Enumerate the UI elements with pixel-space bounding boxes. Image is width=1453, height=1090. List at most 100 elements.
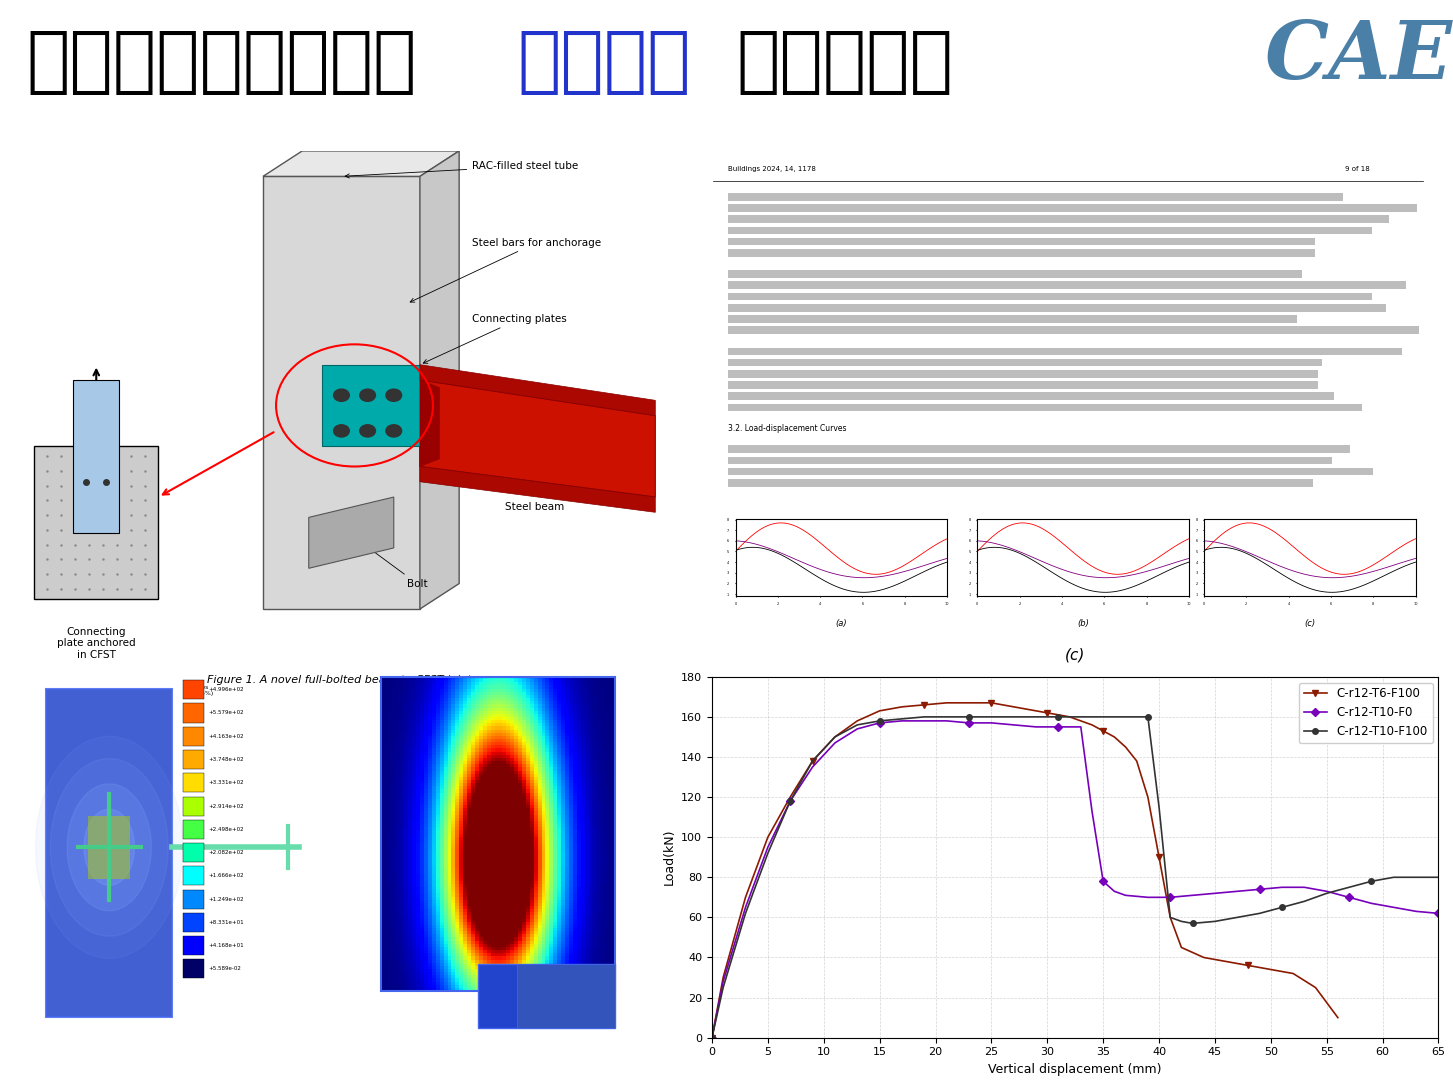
Bar	[728, 392, 1334, 400]
Text: (a): (a)	[835, 619, 847, 628]
C-r12-T10-F100	[1139, 711, 1157, 724]
Bar	[728, 803, 1334, 811]
Text: +1.666e+02: +1.666e+02	[208, 873, 244, 879]
C-r12-T10-F100	[1430, 871, 1447, 884]
Text: 有限元分析: 有限元分析	[737, 28, 953, 97]
C-r12-T10-F100	[1206, 915, 1223, 928]
C-r12-T10-F100	[715, 981, 732, 994]
C-r12-T10-F100	[737, 907, 754, 920]
Y-axis label: Load(kN): Load(kN)	[663, 829, 676, 885]
Bar	[728, 446, 1350, 453]
Bar	[728, 304, 1386, 312]
Bar	[728, 828, 1264, 836]
C-r12-T6-F100	[758, 831, 776, 844]
Bar	[728, 739, 1300, 748]
Text: fb   Abaqus/Explicit 2020   Sun Jul 07 12:17:17 GMT+08:00 2024: fb Abaqus/Explicit 2020 Sun Jul 07 12:17…	[7, 1064, 344, 1075]
C-r12-T6-F100	[994, 699, 1011, 712]
C-r12-T10-F0	[849, 723, 866, 736]
C-r12-T6-F100	[1306, 981, 1324, 994]
C-r12-T10-F0	[1084, 804, 1101, 818]
Polygon shape	[420, 380, 439, 467]
C-r12-T6-F100	[915, 699, 933, 712]
C-r12-T10-F0	[939, 714, 956, 727]
Circle shape	[334, 425, 349, 437]
Polygon shape	[420, 150, 459, 609]
Bar	[183, 750, 203, 770]
C-r12-T10-F0	[1430, 907, 1447, 920]
Text: +2.498e+02: +2.498e+02	[208, 827, 244, 832]
Bar	[728, 227, 1372, 234]
C-r12-T10-F100	[1296, 895, 1314, 908]
C-r12-T6-F100	[1284, 967, 1302, 980]
C-r12-T10-F0	[1072, 720, 1090, 734]
Bar	[728, 326, 1420, 334]
Bar	[728, 816, 1347, 824]
C-r12-T10-F100	[1094, 711, 1112, 724]
Bar	[728, 790, 1287, 798]
Polygon shape	[46, 689, 173, 1017]
C-r12-T10-F100	[758, 847, 776, 860]
C-r12-T10-F0	[1251, 883, 1268, 896]
C-r12-T6-F100	[703, 1031, 721, 1044]
C-r12-T10-F100	[703, 1031, 721, 1044]
C-r12-T10-F100	[870, 714, 888, 727]
Bar	[728, 270, 1302, 278]
C-r12-T10-F0	[960, 716, 978, 729]
C-r12-T6-F100	[1139, 790, 1157, 803]
C-r12-T6-F100	[1151, 850, 1168, 863]
C-r12-T10-F0	[1005, 718, 1023, 731]
C-r12-T6-F100	[870, 704, 888, 717]
C-r12-T6-F100	[1263, 962, 1280, 976]
C-r12-T10-F100	[1049, 711, 1067, 724]
Bar	[728, 249, 1315, 256]
Bar	[183, 727, 203, 746]
Bar	[728, 403, 1361, 411]
Bar	[728, 315, 1298, 323]
C-r12-T6-F100	[1061, 711, 1078, 724]
Text: Figure 1. A novel full-bolted beam-to-CFST joint.: Figure 1. A novel full-bolted beam-to-CF…	[208, 675, 475, 686]
C-r12-T10-F0	[1161, 891, 1178, 904]
Text: Steel bars for anchorage: Steel bars for anchorage	[410, 238, 602, 302]
Bar	[183, 936, 203, 955]
Text: Figure 9. Load-displacement curves of tested specimens: (a) Plates with one hole: Figure 9. Load-displacement curves of te…	[728, 677, 995, 682]
Text: with two holes (A2), (c) plates with 30 rope notches, (d) plates with 80 rope no: with two holes (A2), (c) plates with 30 …	[728, 695, 1003, 700]
C-r12-T10-F100	[1117, 711, 1135, 724]
Bar	[728, 468, 1373, 475]
C-r12-T6-F100	[1049, 708, 1067, 722]
C-r12-T10-F100	[1173, 915, 1190, 928]
C-r12-T6-F100	[782, 790, 799, 803]
Text: 钢管混凝土柱穿插筋: 钢管混凝土柱穿插筋	[26, 28, 417, 97]
Text: (c): (c)	[1305, 619, 1315, 628]
C-r12-T10-F100	[960, 711, 978, 724]
Bar	[728, 479, 1312, 486]
Bar	[183, 820, 203, 839]
C-r12-T6-F100	[827, 730, 844, 743]
Bar	[183, 773, 203, 792]
Polygon shape	[420, 365, 655, 415]
Text: (c): (c)	[1065, 647, 1085, 663]
C-r12-T10-F0	[1296, 881, 1314, 894]
C-r12-T6-F100	[1218, 955, 1235, 968]
C-r12-T10-F0	[703, 1031, 721, 1044]
C-r12-T10-F0	[1318, 885, 1335, 898]
Text: +2.914e+02: +2.914e+02	[208, 803, 244, 809]
Legend: C-r12-T6-F100, C-r12-T10-F0, C-r12-T10-F100: C-r12-T6-F100, C-r12-T10-F0, C-r12-T10-F…	[1299, 682, 1433, 743]
C-r12-T10-F0	[1139, 891, 1157, 904]
C-r12-T10-F100	[1161, 911, 1178, 924]
C-r12-T6-F100	[804, 754, 821, 767]
C-r12-T10-F100	[1363, 875, 1380, 888]
C-r12-T10-F100	[982, 711, 1000, 724]
Circle shape	[386, 389, 401, 401]
Text: CAE: CAE	[1264, 19, 1452, 96]
C-r12-T10-F0	[715, 974, 732, 988]
C-r12-T10-F0	[1229, 885, 1247, 898]
C-r12-T6-F100	[1128, 754, 1145, 767]
C-r12-T10-F0	[804, 761, 821, 774]
C-r12-T10-F0	[982, 716, 1000, 729]
Text: +1.249e+02: +1.249e+02	[208, 897, 244, 901]
Text: +3.331e+02: +3.331e+02	[208, 780, 244, 785]
C-r12-T6-F100	[1173, 941, 1190, 954]
Polygon shape	[67, 784, 151, 911]
Text: 拔出试验: 拔出试验	[517, 28, 692, 97]
C-r12-T10-F100	[1229, 911, 1247, 924]
